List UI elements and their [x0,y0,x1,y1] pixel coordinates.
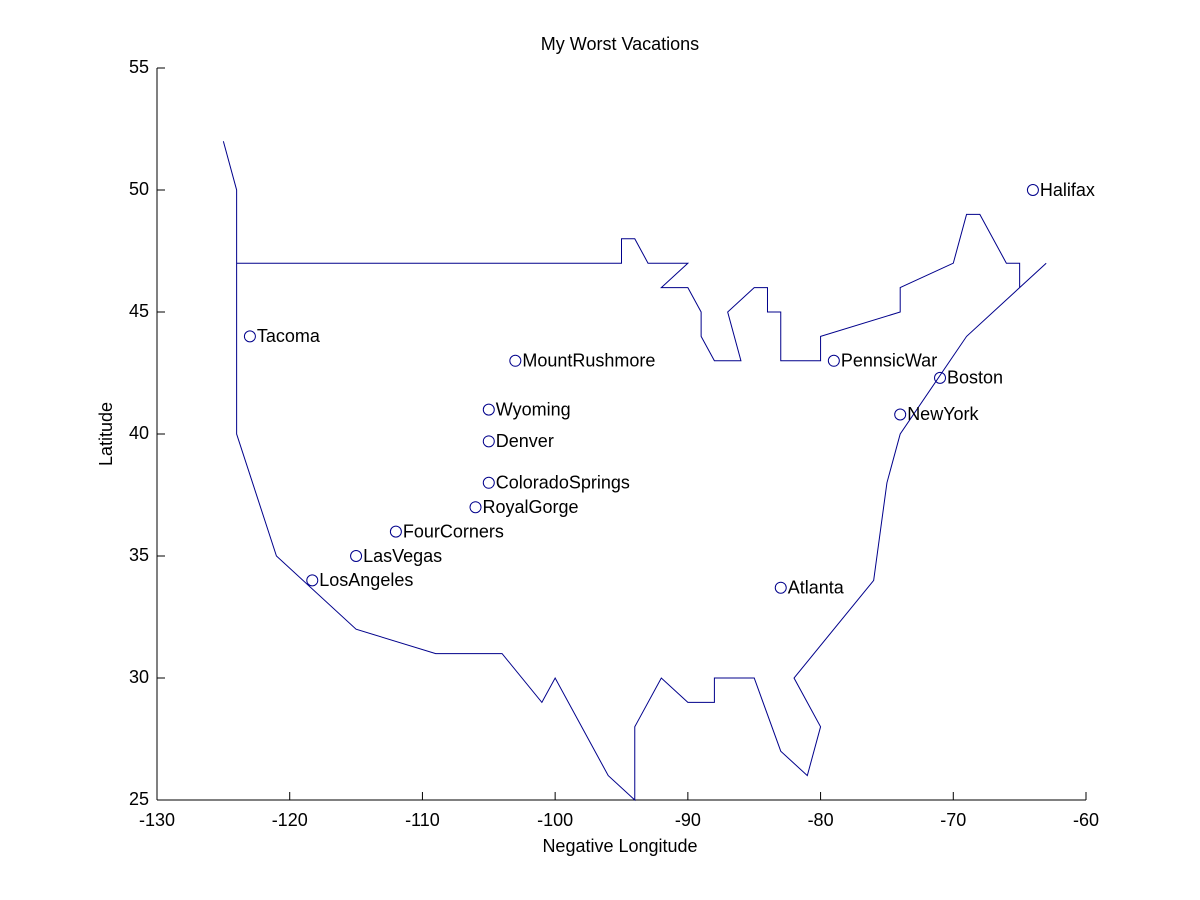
point-label: PennsicWar [841,351,937,371]
point [482,435,495,448]
y-tick-label: 55 [129,57,149,77]
chart-title: My Worst Vacations [541,34,699,54]
point [482,476,495,489]
x-tick-label: -120 [272,810,308,830]
point-label: FourCorners [403,521,504,541]
point [774,581,787,594]
point-label: MountRushmore [522,351,655,371]
y-tick-label: 25 [129,789,149,809]
point-label: RoyalGorge [483,497,579,517]
point [1026,184,1039,196]
point [469,501,482,514]
point [894,408,907,421]
point-label: Boston [947,368,1003,388]
x-tick-label: -90 [675,810,701,830]
point [389,525,402,538]
x-tick-label: -130 [139,810,175,830]
x-axis-label: Negative Longitude [542,836,697,856]
point-label: ColoradoSprings [496,473,630,493]
point [482,403,495,416]
x-tick-label: -100 [537,810,573,830]
y-tick-label: 30 [129,667,149,687]
point-label: NewYork [907,404,979,424]
point-label: Atlanta [788,577,845,597]
x-tick-label: -110 [405,810,440,830]
x-tick-label: -70 [940,810,966,830]
point [350,550,363,562]
point [509,354,522,367]
point-label: LosAngeles [319,570,413,590]
x-tick-label: -80 [808,810,834,830]
point-label: Tacoma [257,326,321,346]
y-tick-label: 35 [129,545,149,565]
point-label: Halifax [1040,180,1095,200]
y-tick-label: 40 [129,423,149,443]
x-tick-label: -60 [1073,810,1099,830]
point [306,574,319,587]
point [827,354,840,367]
point-label: LasVegas [363,546,442,566]
y-axis-label: Latitude [96,402,116,466]
point-label: Wyoming [496,399,571,419]
y-tick-label: 45 [129,301,149,321]
y-tick-label: 50 [129,179,149,199]
point [243,330,256,343]
point-label: Denver [496,431,554,451]
point [934,371,947,384]
outline-line [222,141,1047,802]
